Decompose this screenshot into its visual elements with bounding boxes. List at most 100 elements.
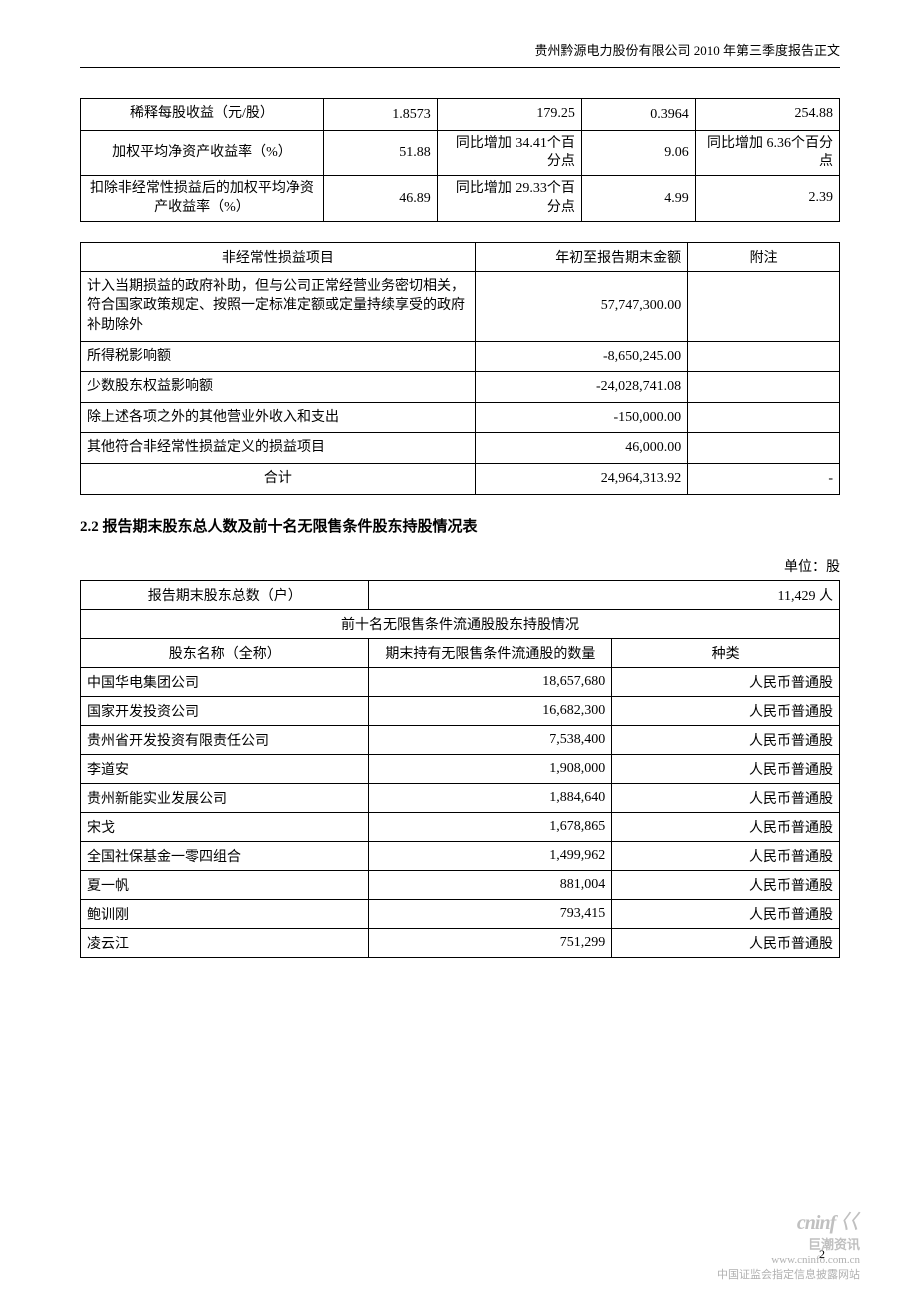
shareholder-name: 贵州省开发投资有限责任公司: [81, 725, 369, 754]
shareholder-name: 中国华电集团公司: [81, 667, 369, 696]
shareholder-qty: 751,299: [369, 928, 612, 957]
t1-c5: 2.39: [695, 176, 839, 221]
shareholder-qty: 1,908,000: [369, 754, 612, 783]
section-heading: 2.2 报告期末股东总人数及前十名无限售条件股东持股情况表: [80, 515, 840, 536]
table-row: 全国社保基金一零四组合 1,499,962 人民币普通股: [81, 841, 840, 870]
unit-label: 单位：股: [80, 556, 840, 576]
t3-col-type: 种类: [612, 638, 840, 667]
shareholder-type: 人民币普通股: [612, 928, 840, 957]
table-row: 李道安 1,908,000 人民币普通股: [81, 754, 840, 783]
t1-label: 稀释每股收益（元/股）: [81, 99, 324, 131]
t2-header-amount: 年初至报告期末金额: [475, 242, 688, 271]
t2-total-note: -: [688, 463, 840, 494]
non-recurring-items-table: 非经常性损益项目 年初至报告期末金额 附注 计入当期损益的政府补助，但与公司正常…: [80, 242, 840, 495]
table-row: 贵州新能实业发展公司 1,884,640 人民币普通股: [81, 783, 840, 812]
shareholder-name: 鲍训刚: [81, 899, 369, 928]
watermark-logo: cninf: [797, 1212, 835, 1234]
t1-c4: 4.99: [581, 176, 695, 221]
table-row-total: 合计 24,964,313.92 -: [81, 463, 840, 494]
t1-label: 扣除非经常性损益后的加权平均净资产收益率（%）: [81, 176, 324, 221]
t3-subheader: 前十名无限售条件流通股股东持股情况: [81, 609, 840, 638]
t2-note: [688, 402, 840, 433]
t1-c3: 同比增加 29.33个百分点: [437, 176, 581, 221]
shareholder-name: 李道安: [81, 754, 369, 783]
table-row: 宋戈 1,678,865 人民币普通股: [81, 812, 840, 841]
shareholder-type: 人民币普通股: [612, 667, 840, 696]
shareholder-name: 夏一帆: [81, 870, 369, 899]
t2-amount: -150,000.00: [475, 402, 688, 433]
t2-note: [688, 271, 840, 341]
shareholder-type: 人民币普通股: [612, 899, 840, 928]
shareholder-type: 人民币普通股: [612, 812, 840, 841]
t2-amount: -24,028,741.08: [475, 372, 688, 403]
table-row: 加权平均净资产收益率（%） 51.88 同比增加 34.41个百分点 9.06 …: [81, 131, 840, 176]
t1-c5: 同比增加 6.36个百分点: [695, 131, 839, 176]
shareholder-qty: 18,657,680: [369, 667, 612, 696]
t1-c5: 254.88: [695, 99, 839, 131]
t2-total-label: 合计: [81, 463, 476, 494]
t1-label: 加权平均净资产收益率（%）: [81, 131, 324, 176]
shareholder-name: 国家开发投资公司: [81, 696, 369, 725]
table-row: 少数股东权益影响额 -24,028,741.08: [81, 372, 840, 403]
watermark-desc: 中国证监会指定信息披露网站: [717, 1268, 860, 1282]
watermark-logo-cn: 巨潮资讯: [717, 1237, 860, 1254]
t2-header-note: 附注: [688, 242, 840, 271]
t2-item: 计入当期损益的政府补助，但与公司正常经营业务密切相关，符合国家政策规定、按照一定…: [81, 271, 476, 341]
shareholder-name: 贵州新能实业发展公司: [81, 783, 369, 812]
t1-c4: 9.06: [581, 131, 695, 176]
t2-note: [688, 433, 840, 464]
shareholder-qty: 7,538,400: [369, 725, 612, 754]
shareholder-name: 全国社保基金一零四组合: [81, 841, 369, 870]
shareholder-type: 人民币普通股: [612, 696, 840, 725]
table-row: 夏一帆 881,004 人民币普通股: [81, 870, 840, 899]
table-row: 扣除非经常性损益后的加权平均净资产收益率（%） 46.89 同比增加 29.33…: [81, 176, 840, 221]
shareholder-type: 人民币普通股: [612, 841, 840, 870]
t2-amount: 46,000.00: [475, 433, 688, 464]
shareholder-name: 凌云江: [81, 928, 369, 957]
shareholders-table: 报告期末股东总数（户） 11,429 人 前十名无限售条件流通股股东持股情况 股…: [80, 580, 840, 958]
t2-total-amount: 24,964,313.92: [475, 463, 688, 494]
table-row: 贵州省开发投资有限责任公司 7,538,400 人民币普通股: [81, 725, 840, 754]
t1-c3: 179.25: [437, 99, 581, 131]
t2-header-item: 非经常性损益项目: [81, 242, 476, 271]
page-header: 贵州黔源电力股份有限公司 2010 年第三季度报告正文: [80, 40, 840, 68]
t3-col-qty: 期末持有无限售条件流通股的数量: [369, 638, 612, 667]
t2-item: 除上述各项之外的其他营业外收入和支出: [81, 402, 476, 433]
t1-c2: 1.8573: [323, 99, 437, 131]
total-shareholders-value: 11,429 人: [369, 580, 840, 609]
shareholder-type: 人民币普通股: [612, 783, 840, 812]
shareholder-qty: 1,499,962: [369, 841, 612, 870]
shareholder-qty: 881,004: [369, 870, 612, 899]
table-row: 国家开发投资公司 16,682,300 人民币普通股: [81, 696, 840, 725]
table-row: 所得税影响额 -8,650,245.00: [81, 341, 840, 372]
table-row: 其他符合非经常性损益定义的损益项目 46,000.00: [81, 433, 840, 464]
financial-metrics-table: 稀释每股收益（元/股） 1.8573 179.25 0.3964 254.88 …: [80, 98, 840, 222]
t3-col-name: 股东名称（全称）: [81, 638, 369, 667]
table-row: 稀释每股收益（元/股） 1.8573 179.25 0.3964 254.88: [81, 99, 840, 131]
table-row: 中国华电集团公司 18,657,680 人民币普通股: [81, 667, 840, 696]
table-row: 除上述各项之外的其他营业外收入和支出 -150,000.00: [81, 402, 840, 433]
t1-c4: 0.3964: [581, 99, 695, 131]
shareholder-type: 人民币普通股: [612, 754, 840, 783]
shareholder-qty: 1,884,640: [369, 783, 612, 812]
shareholder-type: 人民币普通股: [612, 870, 840, 899]
table-row: 计入当期损益的政府补助，但与公司正常经营业务密切相关，符合国家政策规定、按照一定…: [81, 271, 840, 341]
t2-item: 所得税影响额: [81, 341, 476, 372]
table-row: 凌云江 751,299 人民币普通股: [81, 928, 840, 957]
shareholder-qty: 16,682,300: [369, 696, 612, 725]
t1-c2: 51.88: [323, 131, 437, 176]
shareholder-name: 宋戈: [81, 812, 369, 841]
total-shareholders-label: 报告期末股东总数（户）: [81, 580, 369, 609]
watermark-url: www.cninfo.com.cn: [717, 1253, 860, 1267]
t1-c3: 同比增加 34.41个百分点: [437, 131, 581, 176]
t2-amount: -8,650,245.00: [475, 341, 688, 372]
t2-item: 少数股东权益影响额: [81, 372, 476, 403]
shareholder-qty: 1,678,865: [369, 812, 612, 841]
shareholder-qty: 793,415: [369, 899, 612, 928]
t2-item: 其他符合非经常性损益定义的损益项目: [81, 433, 476, 464]
table-row: 鲍训刚 793,415 人民币普通股: [81, 899, 840, 928]
watermark: cninf 巜 巨潮资讯 www.cninfo.com.cn 中国证监会指定信息…: [717, 1208, 860, 1282]
t2-note: [688, 341, 840, 372]
t2-note: [688, 372, 840, 403]
t1-c2: 46.89: [323, 176, 437, 221]
